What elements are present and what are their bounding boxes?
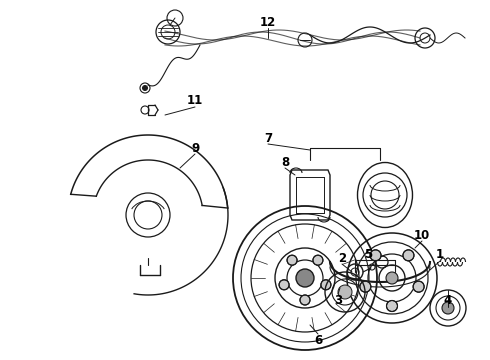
- Circle shape: [296, 269, 314, 287]
- Circle shape: [279, 280, 289, 290]
- Text: 8: 8: [281, 156, 289, 168]
- Text: 9: 9: [191, 141, 199, 154]
- Circle shape: [403, 250, 414, 261]
- Circle shape: [413, 281, 424, 292]
- Circle shape: [287, 255, 297, 265]
- Text: 4: 4: [444, 293, 452, 306]
- Circle shape: [338, 285, 352, 299]
- Circle shape: [387, 301, 397, 311]
- Text: 11: 11: [187, 94, 203, 107]
- Circle shape: [143, 86, 147, 90]
- Text: 5: 5: [364, 248, 372, 261]
- Text: 2: 2: [338, 252, 346, 265]
- Text: 6: 6: [314, 333, 322, 346]
- Circle shape: [442, 302, 454, 314]
- Circle shape: [360, 281, 371, 292]
- Circle shape: [370, 250, 381, 261]
- Circle shape: [300, 295, 310, 305]
- Text: 1: 1: [436, 248, 444, 261]
- Circle shape: [313, 255, 323, 265]
- Text: 12: 12: [260, 15, 276, 28]
- Text: 3: 3: [334, 293, 342, 306]
- Text: 7: 7: [264, 131, 272, 144]
- Circle shape: [386, 272, 398, 284]
- Circle shape: [321, 280, 331, 290]
- Text: 10: 10: [414, 229, 430, 242]
